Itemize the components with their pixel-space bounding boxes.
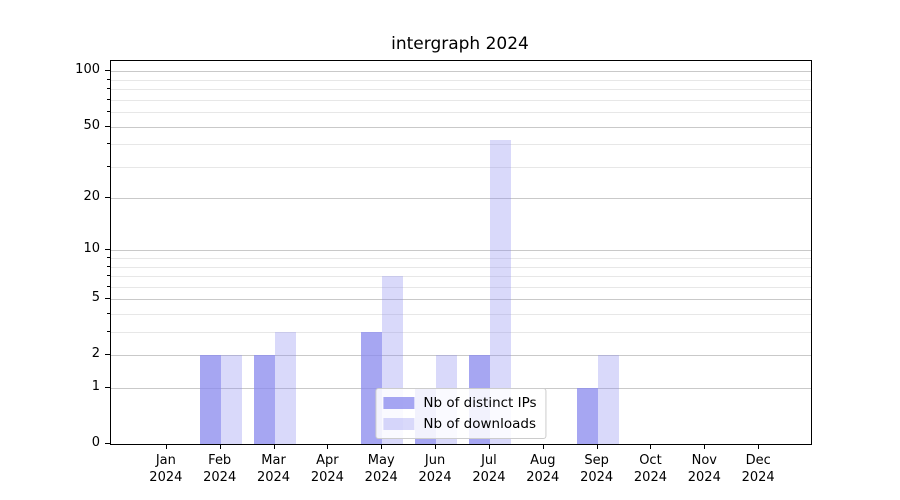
x-tick-label-jan: Jan 2024	[149, 453, 183, 485]
gridline-minor-90	[111, 79, 811, 81]
x-tick-label-nov: Nov 2024	[687, 453, 721, 485]
x-tick-label-aug: Aug 2024	[526, 453, 560, 485]
x-tick-label-apr: Apr 2024	[310, 453, 344, 485]
gridline-major-20	[111, 198, 811, 200]
legend-swatch-downloads	[383, 418, 415, 430]
gridline-minor-60	[111, 112, 811, 114]
gridline-minor-9	[111, 258, 811, 260]
gridline-major-50	[111, 126, 811, 128]
y-minor-tick-40	[107, 143, 110, 145]
x-tick-label-jun: Jun 2024	[418, 453, 452, 485]
x-tick-dec	[758, 444, 760, 449]
y-minor-tick-70	[107, 98, 110, 100]
y-tick-5	[105, 298, 110, 300]
x-tick-oct	[650, 444, 652, 449]
bar-ips-feb	[199, 355, 221, 444]
y-tick-label-50: 50	[83, 117, 100, 133]
legend-label-distinct-ips: Nb of distinct IPs	[423, 395, 537, 411]
gridline-minor-3	[111, 332, 811, 334]
x-tick-may	[381, 444, 383, 449]
y-tick-50	[105, 125, 110, 127]
y-tick-label-10: 10	[83, 241, 100, 257]
gridline-major-10	[111, 250, 811, 252]
gridline-major-2	[111, 355, 811, 357]
x-tick-sep	[596, 444, 598, 449]
y-minor-tick-90	[107, 78, 110, 80]
x-tick-label-jul: Jul 2024	[472, 453, 506, 485]
gridline-minor-30	[111, 166, 811, 168]
x-tick-label-may: May 2024	[364, 453, 398, 485]
gridline-minor-70	[111, 99, 811, 101]
y-tick-20	[105, 197, 110, 199]
y-minor-tick-80	[107, 88, 110, 90]
gridline-major-5	[111, 299, 811, 301]
x-tick-aug	[542, 444, 544, 449]
y-minor-tick-3	[107, 331, 110, 333]
x-tick-feb	[219, 444, 221, 449]
x-tick-label-mar: Mar 2024	[256, 453, 291, 485]
bar-downloads-mar	[274, 332, 296, 444]
x-tick-label-dec: Dec 2024	[741, 453, 775, 485]
gridline-minor-4	[111, 314, 811, 316]
x-tick-mar	[273, 444, 275, 449]
y-tick-label-100: 100	[75, 62, 100, 78]
y-minor-tick-7	[107, 275, 110, 277]
legend-swatch-distinct-ips	[383, 397, 415, 409]
plot-area: Nb of distinct IPs Nb of downloads	[110, 60, 812, 445]
x-tick-label-sep: Sep 2024	[580, 453, 614, 485]
y-minor-tick-8	[107, 265, 110, 267]
legend-item-distinct-ips: Nb of distinct IPs	[383, 395, 537, 411]
y-minor-tick-4	[107, 313, 110, 315]
gridline-minor-80	[111, 89, 811, 91]
y-tick-label-5: 5	[91, 290, 100, 306]
bar-ips-sep	[576, 388, 598, 444]
y-minor-tick-30	[107, 165, 110, 167]
gridline-minor-6	[111, 286, 811, 288]
gridline-minor-40	[111, 144, 811, 146]
bar-downloads-jul	[489, 140, 511, 444]
y-tick-label-2: 2	[91, 346, 100, 362]
y-tick-label-20: 20	[83, 189, 100, 205]
x-tick-label-oct: Oct 2024	[633, 453, 667, 485]
bar-downloads-feb	[220, 355, 242, 444]
y-tick-100	[105, 70, 110, 72]
chart-title: intergraph 2024	[391, 34, 529, 54]
bar-downloads-sep	[597, 355, 619, 444]
gridline-minor-8	[111, 266, 811, 268]
bar-ips-mar	[253, 355, 275, 444]
x-tick-jun	[435, 444, 437, 449]
x-tick-nov	[704, 444, 706, 449]
y-tick-0	[105, 443, 110, 444]
x-tick-apr	[327, 444, 329, 449]
x-tick-jul	[488, 444, 490, 449]
legend-label-downloads: Nb of downloads	[423, 416, 536, 432]
legend-item-downloads: Nb of downloads	[383, 416, 536, 432]
y-tick-2	[105, 354, 110, 356]
y-tick-1	[105, 387, 110, 389]
y-tick-10	[105, 249, 110, 251]
gridline-major-100	[111, 71, 811, 73]
legend: Nb of distinct IPs Nb of downloads	[375, 388, 547, 439]
y-minor-tick-9	[107, 257, 110, 259]
y-minor-tick-60	[107, 111, 110, 113]
y-tick-label-1: 1	[91, 379, 100, 395]
gridline-minor-7	[111, 276, 811, 278]
y-tick-label-0: 0	[91, 435, 100, 450]
y-minor-tick-6	[107, 285, 110, 287]
x-tick-jan	[165, 444, 167, 449]
x-tick-label-feb: Feb 2024	[203, 453, 237, 485]
